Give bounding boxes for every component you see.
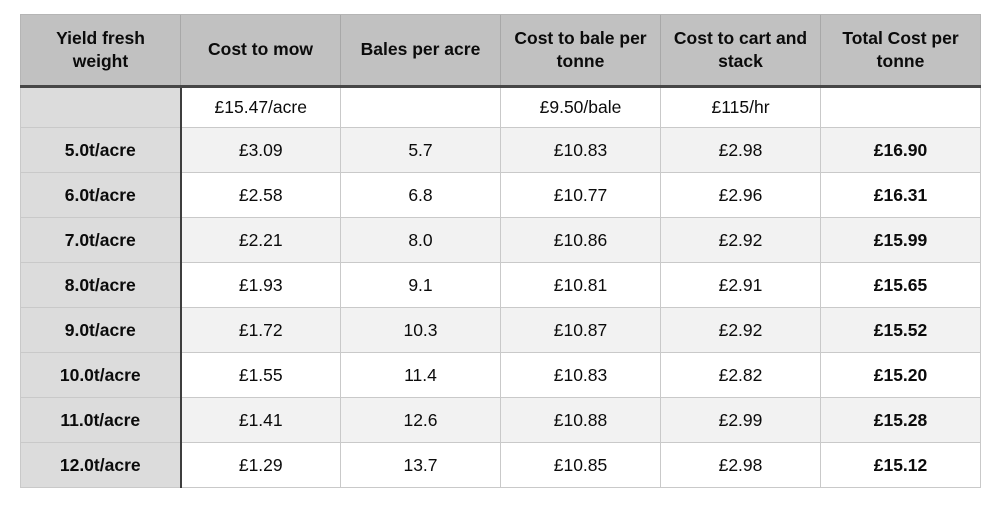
- header-total-cost-per-tonne: Total Cost per tonne: [820, 14, 981, 88]
- data-cell: 10.3: [340, 307, 501, 353]
- data-cell: £1.72: [180, 307, 341, 353]
- row-header-cell: 7.0t/acre: [20, 217, 182, 263]
- cost-table: Yield fresh weight Cost to mow Bales per…: [20, 14, 981, 488]
- data-cell: £10.77: [500, 172, 661, 218]
- row-header-cell: 9.0t/acre: [20, 307, 182, 353]
- data-cell: £10.83: [500, 127, 661, 173]
- rates-cell-cart: £115/hr: [660, 86, 821, 128]
- data-cell: £2.21: [180, 217, 341, 263]
- data-cell: £1.29: [180, 442, 341, 488]
- data-cell: £10.81: [500, 262, 661, 308]
- table-row: 10.0t/acre £1.55 11.4 £10.83 £2.82 £15.20: [20, 352, 981, 398]
- data-cell: £2.92: [660, 217, 821, 263]
- rates-cell-total: [820, 86, 981, 128]
- rates-cell-bales: [340, 86, 501, 128]
- header-row: Yield fresh weight Cost to mow Bales per…: [20, 14, 981, 88]
- rates-cell-bale: £9.50/bale: [500, 86, 661, 128]
- table-row: 12.0t/acre £1.29 13.7 £10.85 £2.98 £15.12: [20, 442, 981, 488]
- table-header: Yield fresh weight Cost to mow Bales per…: [20, 14, 981, 88]
- data-cell: £2.82: [660, 352, 821, 398]
- row-header-cell: 11.0t/acre: [20, 397, 182, 443]
- header-cost-to-cart-and-stack: Cost to cart and stack: [660, 14, 821, 88]
- data-cell: 5.7: [340, 127, 501, 173]
- data-cell: 6.8: [340, 172, 501, 218]
- table-row: 6.0t/acre £2.58 6.8 £10.77 £2.96 £16.31: [20, 172, 981, 218]
- row-header-cell: 8.0t/acre: [20, 262, 182, 308]
- rates-row: £15.47/acre £9.50/bale £115/hr: [20, 86, 981, 128]
- table-row: 8.0t/acre £1.93 9.1 £10.81 £2.91 £15.65: [20, 262, 981, 308]
- header-cost-to-mow: Cost to mow: [180, 14, 341, 88]
- data-cell: 12.6: [340, 397, 501, 443]
- rates-cell-mow: £15.47/acre: [180, 86, 341, 128]
- total-cell: £16.90: [820, 127, 981, 173]
- table-row: 5.0t/acre £3.09 5.7 £10.83 £2.98 £16.90: [20, 127, 981, 173]
- data-cell: £2.96: [660, 172, 821, 218]
- table-body: 5.0t/acre £3.09 5.7 £10.83 £2.98 £16.90 6.0t/a…: [20, 127, 981, 488]
- rates-cell-yield: [20, 86, 182, 128]
- header-bales-per-acre: Bales per acre: [340, 14, 501, 88]
- total-cell: £15.12: [820, 442, 981, 488]
- header-yield-fresh-weight: Yield fresh weight: [20, 14, 181, 88]
- table-row: 11.0t/acre £1.41 12.6 £10.88 £2.99 £15.28: [20, 397, 981, 443]
- rates-row-group: £15.47/acre £9.50/bale £115/hr: [20, 86, 981, 128]
- data-cell: £1.93: [180, 262, 341, 308]
- data-cell: 9.1: [340, 262, 501, 308]
- data-cell: £1.41: [180, 397, 341, 443]
- data-cell: £10.83: [500, 352, 661, 398]
- data-cell: 13.7: [340, 442, 501, 488]
- row-header-cell: 5.0t/acre: [20, 127, 182, 173]
- data-cell: £2.92: [660, 307, 821, 353]
- total-cell: £15.52: [820, 307, 981, 353]
- data-cell: £3.09: [180, 127, 341, 173]
- total-cell: £15.99: [820, 217, 981, 263]
- table-row: 7.0t/acre £2.21 8.0 £10.86 £2.92 £15.99: [20, 217, 981, 263]
- row-header-cell: 12.0t/acre: [20, 442, 182, 488]
- data-cell: £10.87: [500, 307, 661, 353]
- total-cell: £15.20: [820, 352, 981, 398]
- row-header-cell: 6.0t/acre: [20, 172, 182, 218]
- data-cell: £1.55: [180, 352, 341, 398]
- data-cell: £2.98: [660, 127, 821, 173]
- data-cell: £2.58: [180, 172, 341, 218]
- data-cell: 8.0: [340, 217, 501, 263]
- data-cell: £2.98: [660, 442, 821, 488]
- page: Yield fresh weight Cost to mow Bales per…: [0, 14, 1000, 511]
- data-cell: £2.91: [660, 262, 821, 308]
- table-row: 9.0t/acre £1.72 10.3 £10.87 £2.92 £15.52: [20, 307, 981, 353]
- data-cell: £2.99: [660, 397, 821, 443]
- header-cost-to-bale-per-tonne: Cost to bale per tonne: [500, 14, 661, 88]
- row-header-cell: 10.0t/acre: [20, 352, 182, 398]
- data-cell: £10.86: [500, 217, 661, 263]
- data-cell: £10.88: [500, 397, 661, 443]
- total-cell: £15.28: [820, 397, 981, 443]
- data-cell: 11.4: [340, 352, 501, 398]
- total-cell: £15.65: [820, 262, 981, 308]
- total-cell: £16.31: [820, 172, 981, 218]
- data-cell: £10.85: [500, 442, 661, 488]
